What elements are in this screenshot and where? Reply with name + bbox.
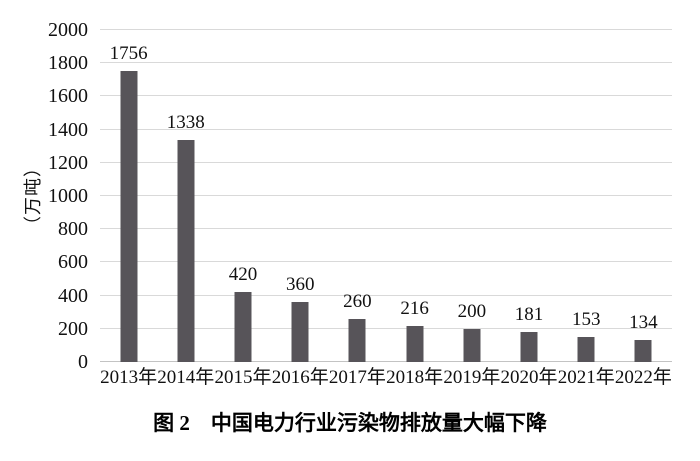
gridline (100, 195, 672, 196)
x-tick-label: 2020年 (500, 367, 558, 388)
x-tick-label: 2022年 (614, 367, 672, 388)
bar-slot: 1756 (100, 30, 157, 362)
bar-2020年 (520, 331, 538, 362)
bar-slot: 153 (558, 30, 615, 362)
bar-slot: 216 (386, 30, 443, 362)
bar-slot: 181 (500, 30, 557, 362)
y-tick-label: 1400 (48, 118, 88, 141)
y-tick-label: 200 (58, 317, 88, 340)
value-label: 200 (457, 300, 487, 322)
bar-slot: 260 (329, 30, 386, 362)
bar-2017年 (348, 318, 366, 362)
value-label: 153 (571, 308, 601, 330)
bar-2022年 (634, 339, 652, 362)
value-label: 1338 (166, 111, 205, 133)
gridline (100, 128, 672, 130)
x-tick-label: 2018年 (386, 367, 444, 388)
y-tick-label: 2000 (48, 19, 88, 41)
x-tick-label: 2019年 (443, 367, 501, 388)
value-label: 260 (343, 290, 372, 312)
chart-caption: 图 2 中国电力行业污染物排放量大幅下降 (153, 411, 547, 435)
value-label: 360 (285, 274, 315, 296)
bar-slot: 420 (214, 30, 271, 362)
bar-slot: 1338 (157, 30, 214, 362)
gridline (100, 29, 672, 30)
x-tick-label: 2016年 (271, 367, 329, 388)
gridline (100, 228, 672, 230)
gridline (100, 95, 672, 97)
value-label: 1756 (109, 42, 148, 64)
y-tick-label: 1000 (48, 185, 88, 207)
y-tick-label: 600 (58, 251, 88, 274)
gridline (100, 161, 672, 163)
x-tick-label: 2021年 (557, 367, 615, 388)
x-tick-label: 2013年 (100, 367, 158, 388)
y-axis: 0 200 400 600 800 1000 1200 1400 1600 1800 2000 (0, 20, 88, 372)
value-label: 181 (514, 303, 544, 325)
bar-slot: 200 (443, 30, 500, 362)
gridline (100, 62, 672, 64)
bar-2013年 (120, 70, 138, 362)
value-label: 420 (228, 264, 258, 286)
plot-area: 1756 1338 420 360 260 216 200 181 153 134 (100, 29, 672, 362)
bar-2021年 (577, 336, 595, 362)
y-tick-label: 800 (58, 218, 88, 241)
gridline (100, 294, 672, 296)
x-tick-label: 2017年 (328, 367, 386, 388)
bar-slot: 360 (272, 30, 329, 362)
x-tick-label: 2014年 (157, 367, 215, 388)
x-tick-label: 2015年 (214, 367, 272, 388)
y-tick-label: 1800 (48, 52, 88, 75)
y-tick-label: 1600 (48, 85, 88, 108)
value-label: 216 (400, 298, 429, 320)
bar-slot: 134 (615, 30, 672, 362)
bar-2014年 (177, 139, 195, 362)
gridline (100, 261, 672, 263)
value-label: 134 (629, 311, 658, 333)
x-axis: 2013年 2014年 2015年 2016年 2017年 2018年 2019年 2020年… (100, 367, 672, 389)
bar-2019年 (463, 328, 481, 362)
y-tick-label: 1200 (48, 151, 88, 174)
y-tick-label: 400 (58, 284, 88, 307)
gridline (100, 327, 672, 329)
bars: 1756 1338 420 360 260 216 200 181 153 134 (100, 30, 672, 362)
y-tick-label: 0 (78, 351, 88, 373)
bar-2015年 (234, 292, 252, 362)
x-axis-line (100, 361, 672, 362)
bar-2016年 (291, 302, 309, 362)
bar-2018年 (406, 326, 424, 362)
